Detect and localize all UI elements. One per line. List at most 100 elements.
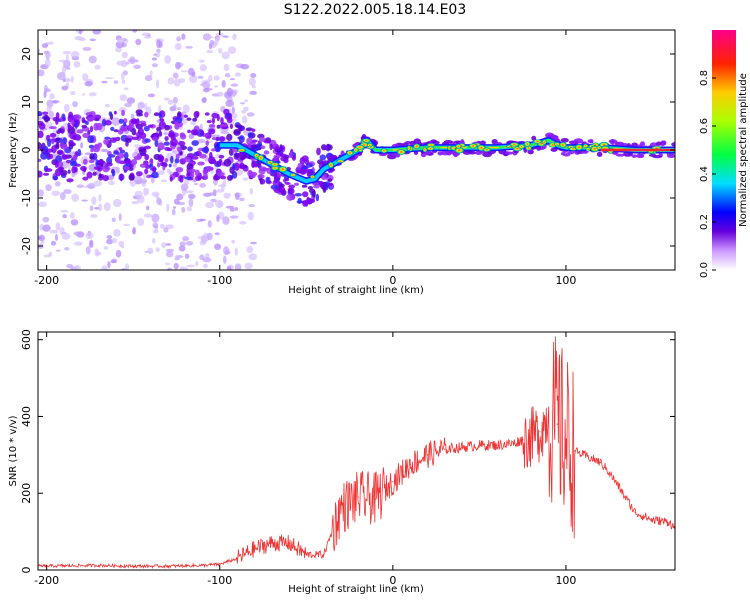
spectrogram-cell <box>92 144 101 153</box>
spectrogram-noise-cell <box>198 236 203 239</box>
spectrogram-cell <box>560 138 569 143</box>
spectrogram-cell <box>55 112 60 119</box>
snr-x-axis-label: Height of straight line (km) <box>288 584 424 595</box>
spectrogram-peak-blob <box>585 147 591 152</box>
spectrogram-noise-cell <box>124 102 132 108</box>
x-tick-label: -100 <box>207 574 232 587</box>
spectrogram-peak-blob <box>468 143 478 149</box>
spectrogram-cell <box>82 176 89 181</box>
spectrogram-cell <box>110 126 115 132</box>
spectrogram-cell <box>270 184 279 190</box>
spectrogram-cell <box>446 152 452 156</box>
spectrogram-noise-cell <box>115 249 122 258</box>
spectrogram-noise-cell <box>63 77 71 83</box>
spectrogram-cell <box>614 141 625 147</box>
spectrogram-noise-cell <box>173 198 180 205</box>
spectrogram-noise-cell <box>151 57 158 61</box>
spectrogram-noise-cell <box>188 133 195 140</box>
spectrogram-noise-cell <box>248 203 255 208</box>
spectrogram-noise-cell <box>152 222 159 229</box>
x-tick-label: 100 <box>555 574 576 587</box>
snr-data-point <box>253 548 255 550</box>
spectrogram-noise-cell <box>225 99 235 108</box>
spectrogram-cell <box>163 141 170 146</box>
spectrogram-cell <box>274 189 281 194</box>
colorbar: 0.0 0.2 0.4 0.6 0.8 Normalized spectral ampl… <box>699 30 749 278</box>
spectrogram-noise-cell <box>223 192 231 198</box>
spectrogram-noise-cell <box>63 189 72 194</box>
spectrogram-noise-cell <box>147 93 156 98</box>
spectrogram-cell <box>144 168 149 175</box>
spectrogram-noise-cell <box>188 198 194 207</box>
spectrogram-noise-cell <box>163 131 169 136</box>
spectrogram-cell <box>89 125 94 133</box>
spectrogram-noise-cell <box>73 264 82 270</box>
spectrogram-peak-blob <box>559 142 567 148</box>
spectrogram-noise-cell <box>156 48 161 53</box>
spectrogram-cell <box>67 169 71 174</box>
spectrogram-peak-blob <box>574 144 584 151</box>
spectrogram-noise-cell <box>249 241 258 245</box>
spectrogram-cell <box>42 172 50 176</box>
spectrogram-noise-cell <box>234 192 240 201</box>
spectrogram-cell <box>276 147 285 151</box>
spectrogram-cell <box>232 164 236 170</box>
spectrogram-peak-blob <box>336 159 345 163</box>
spectrogram-cell <box>297 163 302 169</box>
spectrogram-cell <box>531 135 537 141</box>
spectrogram-noise-cell <box>213 156 220 159</box>
spectrogram-cell <box>216 114 220 122</box>
spectrogram-peak-blob <box>270 162 280 167</box>
spectrogram-noise-cell <box>144 75 153 82</box>
spectrogram-cell <box>157 162 161 168</box>
spectrogram-noise-cell <box>172 162 178 168</box>
spectrogram-cell <box>202 168 208 175</box>
spectrogram-cell <box>198 153 207 159</box>
spectrogram-noise-cell <box>47 41 54 45</box>
spectrogram-noise-cell <box>120 72 125 80</box>
spectrogram-noise-cell <box>189 75 198 83</box>
snr-data-point <box>63 565 65 567</box>
snr-data-point <box>599 461 602 464</box>
spectrogram-cell <box>153 153 161 161</box>
spectrogram-cell <box>655 141 663 146</box>
spectrogram-cell <box>123 122 127 127</box>
spectrogram-noise-cell <box>229 215 239 219</box>
spectrogram-noise-cell <box>244 99 249 103</box>
spectrogram-peak-blob <box>278 166 288 173</box>
spectrogram-cell <box>108 154 116 158</box>
spectrogram-cell <box>81 117 86 122</box>
snr-data-point <box>522 438 524 441</box>
spectrogram-noise-cell <box>232 118 237 122</box>
spectrogram-noise-cell <box>151 213 160 223</box>
spectrogram-cell <box>65 159 71 164</box>
spectrogram-noise-cell <box>250 73 257 78</box>
spectrogram-noise-cell <box>249 90 257 95</box>
spectrogram-cell <box>130 159 138 166</box>
spectrogram-cell <box>573 138 584 144</box>
spectrogram-cell <box>229 123 234 130</box>
spectrogram-cell <box>87 135 95 144</box>
spectrogram-cell <box>76 129 84 134</box>
spectrogram-noise-cell <box>196 139 206 144</box>
spectrogram-cell <box>247 132 253 139</box>
spectrogram-cell <box>211 137 217 141</box>
spectrogram-noise-cell <box>131 200 139 205</box>
spectrogram-noise-cell <box>212 189 217 197</box>
spectrogram-cell <box>269 143 273 151</box>
spectrogram-noise-cell <box>61 232 71 240</box>
spectrogram-noise-cell <box>218 48 223 54</box>
spectrogram-noise-cell <box>197 75 204 79</box>
spectrogram-noise-cell <box>98 203 103 212</box>
spectrogram-peak-blob <box>518 144 525 150</box>
spectrogram-cell <box>149 163 154 168</box>
x-tick-label: -100 <box>207 274 232 287</box>
spectrogram-noise-cell <box>247 211 255 221</box>
spectrogram-noise-cell <box>222 255 227 264</box>
spectrogram-noise-cell <box>171 208 176 216</box>
spectrogram-noise-cell <box>185 46 193 49</box>
spectrogram-noise-cell <box>229 207 236 212</box>
spectrogram-noise-cell <box>134 59 139 63</box>
spectrogram-noise-cell <box>40 241 45 244</box>
